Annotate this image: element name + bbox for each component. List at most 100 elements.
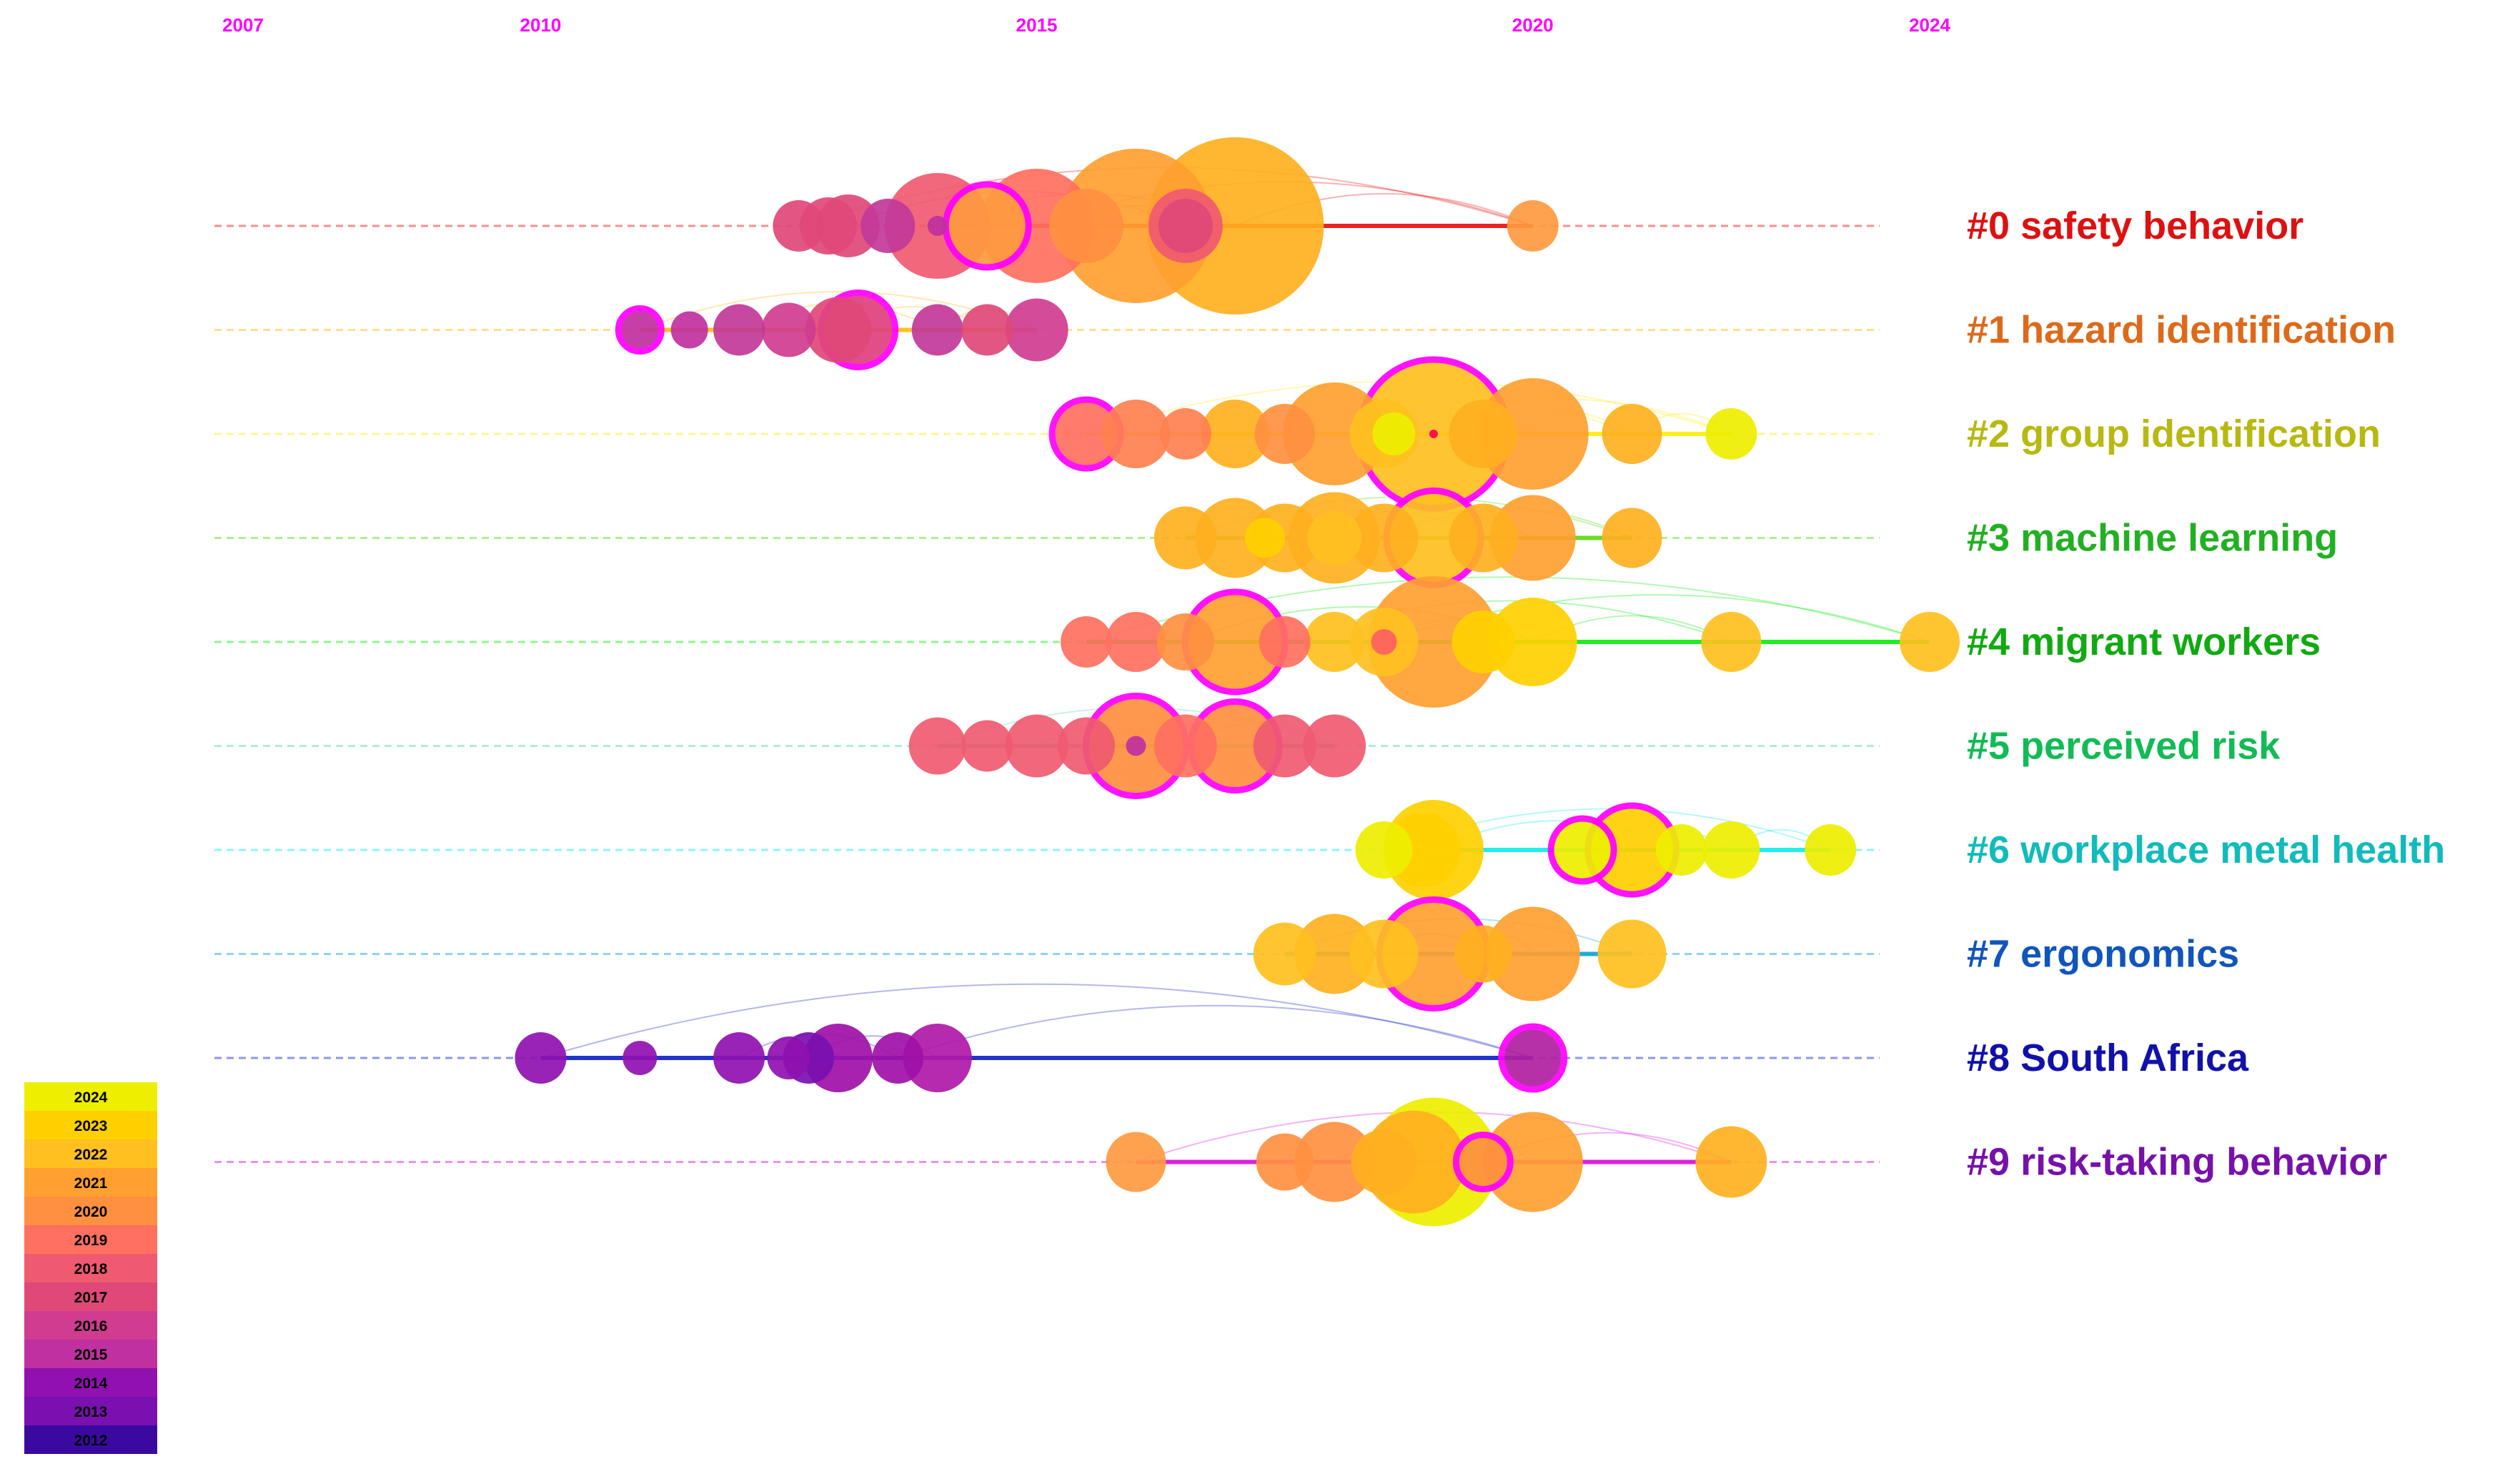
cluster-2-node-5 — [1283, 382, 1387, 485]
cluster-2-node-3 — [1201, 400, 1270, 468]
cluster-8-node-6 — [872, 1032, 924, 1084]
year-color-legend: 2024 2023 2022 2021 2020 2019 2018 2017 2016 2015… — [24, 1082, 157, 1454]
cluster-5-node-9 — [1303, 714, 1366, 778]
cluster-0-node-7 — [942, 181, 1032, 271]
cluster-4-node-1 — [1106, 612, 1166, 672]
cluster-3-node-4 — [1307, 510, 1362, 565]
legend-swatch-2024 — [24, 1082, 157, 1111]
legend-year-2014: 2014 — [74, 1375, 108, 1392]
cluster-2-node-9 — [1372, 412, 1416, 455]
cluster-7-node-5 — [1485, 906, 1580, 1001]
cluster-6-node-5 — [1655, 824, 1707, 876]
year-axis: 2007 2010 2015 2020 2024 — [222, 14, 1950, 36]
legend-year-2024: 2024 — [74, 1089, 108, 1106]
cluster-8-arc — [897, 1004, 1534, 1059]
cluster-0-label: #0 safety behavior — [1967, 204, 2303, 247]
cluster-4-node-8 — [1371, 629, 1397, 655]
cluster-3-node-10 — [1602, 508, 1662, 568]
cluster-labels: #0 safety behavior #1 hazard identificati… — [1967, 204, 2445, 1184]
cluster-2-node-10 — [1449, 400, 1518, 468]
cluster-4-node-5 — [1304, 612, 1365, 672]
cluster-9-node-6 — [1452, 1132, 1514, 1192]
legend-swatch-2012 — [24, 1425, 157, 1454]
cluster-1-node-3 — [761, 302, 816, 357]
cluster-3-node-6 — [1349, 503, 1419, 573]
cluster-4-label: #4 migrant workers — [1967, 620, 2321, 663]
cluster-3-node-5 — [1244, 518, 1285, 558]
legend-year-2015: 2015 — [74, 1347, 108, 1363]
legend-swatch-2016 — [24, 1311, 157, 1340]
cluster-3-node-9 — [1489, 495, 1576, 581]
cluster-0-node-9 — [1058, 149, 1214, 303]
year-tick-2007: 2007 — [222, 14, 264, 36]
cluster-4-node-10 — [1488, 598, 1577, 686]
legend-year-2022: 2022 — [74, 1147, 108, 1163]
cluster-2-node-12 — [1602, 404, 1662, 464]
cluster-2-node-11 — [1477, 378, 1589, 490]
cluster-7-node-6 — [1597, 919, 1667, 989]
cluster-0-node-13 — [1507, 200, 1559, 252]
legend-swatch-2019 — [24, 1225, 157, 1254]
year-tick-2020: 2020 — [1512, 14, 1554, 36]
cluster-8-node-7 — [903, 1024, 972, 1092]
cluster-6-label: #6 workplace metal health — [1967, 828, 2445, 871]
legend-year-2018: 2018 — [74, 1261, 108, 1277]
cluster-3-node-8 — [1449, 503, 1518, 573]
legend-year-2017: 2017 — [74, 1290, 108, 1306]
cluster-6-node-7 — [1805, 824, 1857, 876]
legend-year-2012: 2012 — [74, 1433, 108, 1449]
cluster-6-node-0 — [1355, 821, 1413, 879]
cluster-9-node-2 — [1294, 1122, 1375, 1202]
cluster-4-node-12 — [1900, 612, 1960, 672]
cluster-3-label: #3 machine learning — [1967, 517, 2338, 560]
cluster-6-node-4 — [1547, 815, 1617, 885]
cluster-1-node-1 — [670, 311, 708, 349]
legend-year-2023: 2023 — [74, 1118, 108, 1134]
cluster-1-node-8 — [1005, 298, 1068, 362]
cluster-1-node-4 — [805, 297, 871, 363]
legend-swatch-2015 — [24, 1340, 157, 1368]
cluster-4-node-2 — [1156, 613, 1214, 671]
cluster-4-node-4 — [1259, 616, 1311, 668]
cluster-7-node-4 — [1454, 925, 1512, 983]
legend-swatch-2022 — [24, 1139, 157, 1168]
cluster-1-node-7 — [961, 304, 1013, 356]
cluster-7-label: #7 ergonomics — [1967, 933, 2239, 976]
cluster-8-node-0 — [515, 1032, 567, 1084]
cluster-5-label: #5 perceived risk — [1967, 725, 2281, 768]
cluster-9-node-3 — [1351, 1129, 1417, 1195]
cluster-6-node-6 — [1702, 821, 1760, 879]
cluster-1-node-2 — [713, 304, 765, 356]
cluster-8-node-2 — [713, 1032, 765, 1084]
legend-swatch-2014 — [24, 1368, 157, 1397]
cluster-7-node-1 — [1294, 914, 1375, 994]
cluster-2-node-8 — [1429, 430, 1438, 438]
cluster-5-node-3 — [1058, 717, 1115, 775]
cluster-1-node-0 — [615, 305, 665, 355]
legend-swatch-2017 — [24, 1282, 157, 1311]
legend-year-2020: 2020 — [74, 1204, 108, 1220]
legend-swatch-2021 — [24, 1168, 157, 1197]
cluster-lines — [214, 224, 1930, 1164]
cluster-9-node-1 — [1256, 1133, 1314, 1191]
cluster-4-node-0 — [1061, 616, 1112, 668]
cluster-4-node-7 — [1367, 576, 1499, 708]
legend-swatch-2013 — [24, 1397, 157, 1425]
cluster-5-node-8 — [1253, 714, 1316, 778]
cluster-5-node-6 — [1154, 714, 1217, 778]
cluster-2-node-13 — [1705, 408, 1757, 460]
cluster-2-node-4 — [1254, 404, 1315, 464]
cluster-0-node-11 — [1158, 199, 1213, 253]
cluster-8-arc — [540, 983, 1533, 1059]
cluster-4-node-9 — [1452, 610, 1515, 673]
cluster-5-node-1 — [961, 720, 1013, 772]
legend-swatch-2020 — [24, 1197, 157, 1225]
legend-year-2013: 2013 — [74, 1404, 108, 1420]
legend-year-2021: 2021 — [74, 1175, 108, 1192]
cluster-3-node-1 — [1195, 498, 1276, 578]
cluster-2-node-1 — [1101, 400, 1171, 468]
cluster-1-label: #1 hazard identification — [1967, 309, 2396, 352]
cluster-9-node-7 — [1482, 1112, 1583, 1212]
year-tick-2015: 2015 — [1016, 14, 1058, 36]
